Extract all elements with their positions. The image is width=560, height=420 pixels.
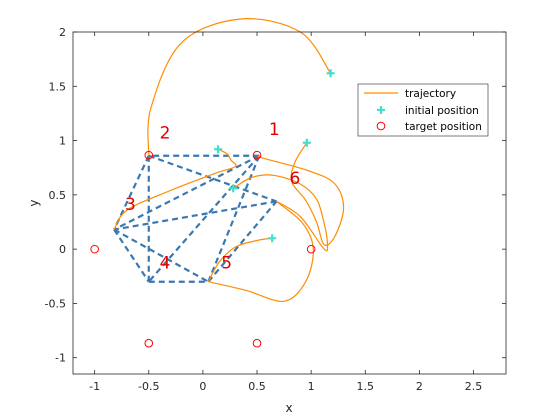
formation-edge bbox=[207, 155, 261, 283]
y-tick-label: 1.5 bbox=[49, 80, 67, 93]
trajectory-line bbox=[208, 200, 314, 302]
x-axis-ticks: -1 -0.5 0 0.5 1 1.5 2 2.5 bbox=[89, 32, 482, 393]
x-tick-label: 2.5 bbox=[465, 380, 483, 393]
initial-position-markers bbox=[214, 69, 335, 243]
x-tick-label: 0.5 bbox=[248, 380, 266, 393]
initial-position-marker bbox=[302, 138, 311, 147]
y-tick-label: -0.5 bbox=[45, 297, 66, 310]
x-axis-label: x bbox=[285, 401, 292, 415]
formation-edges bbox=[113, 154, 278, 283]
trajectory-line bbox=[232, 174, 329, 252]
y-tick-label: 0 bbox=[59, 243, 66, 256]
trajectory-line bbox=[113, 148, 237, 230]
x-tick-label: 0 bbox=[199, 380, 206, 393]
target-position-markers bbox=[90, 150, 316, 348]
node-label-3: 3 bbox=[125, 195, 136, 215]
y-tick-label: 2 bbox=[59, 26, 66, 39]
initial-position-marker bbox=[326, 69, 335, 78]
initial-position-marker bbox=[229, 184, 238, 193]
x-tick-label: -1 bbox=[89, 380, 100, 393]
formation-edge bbox=[113, 228, 209, 283]
node-label-2: 2 bbox=[160, 123, 171, 143]
y-tick-label: -1 bbox=[55, 352, 66, 365]
legend-initial-swatch bbox=[377, 106, 385, 114]
legend-target-swatch bbox=[376, 121, 386, 131]
node-label-5: 5 bbox=[221, 254, 232, 274]
formation-edge bbox=[113, 155, 150, 231]
y-tick-label: 0.5 bbox=[49, 189, 67, 202]
target-position-marker bbox=[144, 338, 154, 348]
x-tick-label: 2 bbox=[416, 380, 423, 393]
formation-edge bbox=[113, 200, 277, 231]
target-position-marker bbox=[252, 338, 262, 348]
initial-position-marker bbox=[268, 234, 277, 243]
y-axis-ticks: -1 -0.5 0 0.5 1 1.5 2 bbox=[45, 26, 506, 365]
formation-edge bbox=[148, 154, 277, 203]
trajectory-line bbox=[147, 18, 332, 156]
target-position-marker bbox=[144, 150, 154, 160]
legend-initial-label: initial position bbox=[405, 105, 479, 117]
legend-target-label: target position bbox=[405, 121, 482, 133]
y-tick-label: 1 bbox=[59, 135, 66, 148]
x-tick-label: -0.5 bbox=[138, 380, 159, 393]
plot-frame bbox=[72, 31, 507, 375]
target-position-marker bbox=[252, 150, 262, 160]
node-label-6: 6 bbox=[289, 169, 300, 189]
node-label-4: 4 bbox=[160, 254, 171, 274]
x-tick-label: 1.5 bbox=[357, 380, 375, 393]
plot-area bbox=[73, 32, 506, 374]
trajectory-line bbox=[207, 237, 273, 282]
x-tick-label: 1 bbox=[308, 380, 315, 393]
node-labels: 1 2 3 4 5 6 bbox=[125, 120, 300, 274]
trajectory-lines bbox=[113, 18, 345, 302]
y-axis-label: y bbox=[27, 199, 41, 206]
node-label-1: 1 bbox=[269, 120, 280, 140]
formation-edge bbox=[207, 200, 278, 283]
legend-trajectory-label: trajectory bbox=[405, 88, 456, 100]
formation-edge bbox=[113, 228, 150, 283]
formation-edge bbox=[113, 154, 260, 231]
initial-position-marker bbox=[214, 145, 223, 154]
target-position-marker bbox=[306, 244, 316, 254]
formation-edge bbox=[147, 155, 261, 283]
legend: trajectory initial position target posit… bbox=[357, 83, 489, 137]
target-position-marker bbox=[90, 244, 99, 254]
